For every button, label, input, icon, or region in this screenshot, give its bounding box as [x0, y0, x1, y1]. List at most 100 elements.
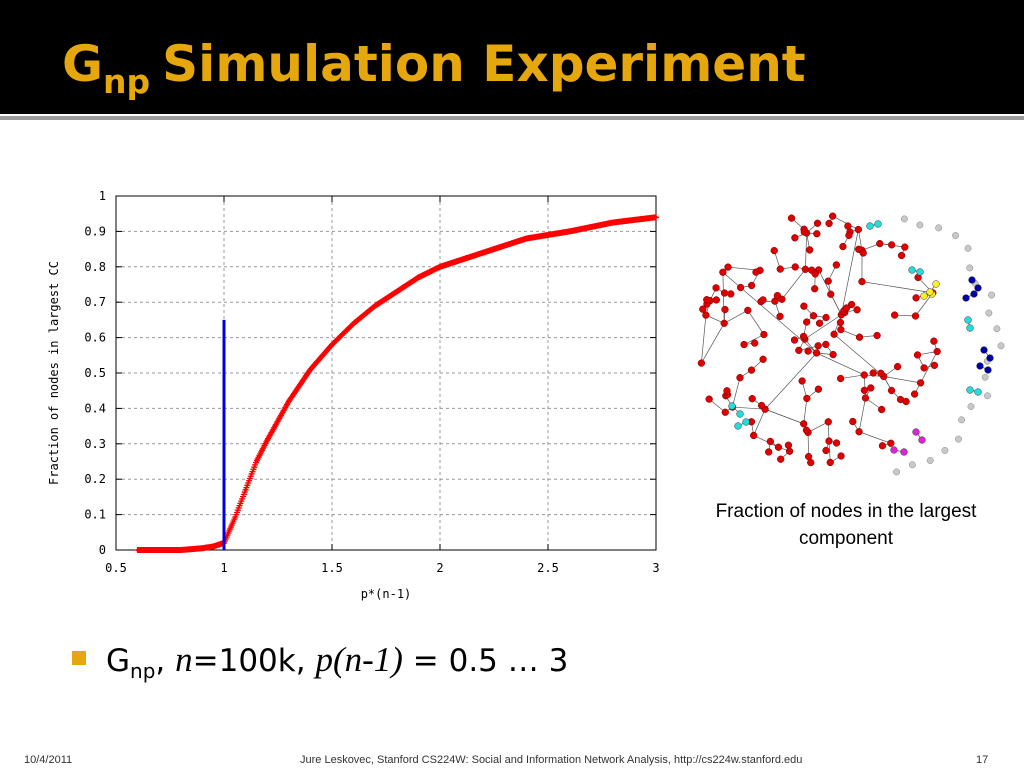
small-component-node	[866, 222, 874, 230]
graph-edge	[753, 435, 779, 448]
graph-edge	[841, 229, 859, 315]
graph-node	[911, 312, 920, 320]
small-component-node	[918, 436, 926, 444]
graph-node	[799, 332, 808, 341]
x-tick-label: 2	[436, 561, 443, 575]
y-tick-label: 0.6	[84, 331, 106, 345]
graph-node	[791, 234, 799, 242]
graph-node	[844, 222, 852, 230]
graph-node	[824, 418, 832, 426]
graph-node	[893, 362, 902, 371]
graph-node	[836, 374, 845, 383]
graph-edge	[830, 294, 842, 315]
data-point	[200, 546, 204, 550]
graph-edge	[920, 351, 938, 384]
small-component-node	[728, 402, 736, 410]
isolated-node	[893, 468, 901, 476]
page-number: 17	[976, 754, 989, 766]
small-component-node	[736, 410, 744, 418]
isolated-node	[908, 461, 916, 469]
y-tick-label: 1	[99, 189, 106, 203]
isolated-node	[993, 325, 1001, 333]
bullet-text: Gnp, n=100k, p(n-1) = 0.5 … 3	[106, 640, 569, 684]
chart-ticks: 0.5 1 1.5 2 2.5 3 0 0.1 0.2 0.3 0.4 0.5 0.6 0.7 0.8 0.9…	[84, 189, 659, 575]
graph-node	[842, 304, 851, 312]
small-component-node	[874, 220, 882, 228]
title-bar	[0, 0, 1024, 114]
graph-edge	[722, 272, 725, 324]
graph-node	[853, 306, 861, 314]
graph-node	[747, 366, 756, 374]
graph-node	[702, 311, 710, 319]
isolated-node	[958, 416, 966, 424]
graph-node	[910, 390, 919, 398]
graph-node	[887, 386, 896, 395]
graph-edge	[753, 409, 766, 436]
graph-node	[933, 347, 941, 356]
graph-node	[839, 242, 847, 251]
footer-citation: Jure Leskovec, Stanford CS224W: Social a…	[300, 754, 803, 766]
graph-node	[829, 350, 837, 359]
graph-node	[721, 305, 729, 314]
graph-edge	[805, 232, 807, 270]
graph-node	[790, 336, 799, 344]
graph-node	[759, 355, 767, 363]
graph-edges	[701, 215, 991, 463]
graph-node	[803, 318, 811, 326]
graph-node	[747, 281, 756, 290]
isolated-node	[988, 291, 995, 299]
small-component-node	[974, 284, 982, 292]
graph-node	[828, 212, 837, 220]
graph-node	[724, 263, 732, 271]
isolated-node	[967, 403, 975, 410]
isolated-node	[926, 457, 934, 464]
graph-node	[873, 331, 881, 340]
graph-node	[861, 394, 870, 402]
isolated-node	[997, 342, 1005, 350]
graph-node	[776, 265, 784, 273]
graph-node	[867, 384, 875, 392]
graph-edge	[803, 398, 808, 424]
bullet-square-icon	[72, 651, 86, 665]
data-point	[438, 265, 442, 269]
isolated-node	[966, 264, 974, 272]
small-component-node	[734, 422, 742, 430]
small-component-node	[916, 268, 924, 276]
graph-node	[920, 364, 928, 372]
chart-grid	[115, 195, 657, 551]
graph-node	[860, 386, 869, 394]
random-graph-illustration	[697, 212, 1005, 476]
isolated-node	[955, 435, 962, 443]
small-component-node	[926, 288, 934, 296]
graph-node	[832, 261, 841, 269]
graph-node	[845, 231, 853, 240]
data-point	[157, 548, 161, 552]
data-point	[524, 236, 528, 240]
data-point	[211, 544, 215, 548]
graph-node	[891, 311, 899, 319]
y-tick-label: 0	[99, 543, 106, 557]
graph-edge	[701, 323, 725, 364]
small-component-node	[912, 428, 920, 436]
graph-edge	[861, 281, 933, 294]
graph-node	[727, 290, 735, 298]
graph-node	[814, 342, 822, 350]
graph-node	[837, 325, 845, 334]
graph-node	[802, 426, 811, 434]
graph-node	[878, 442, 887, 450]
graph-node	[827, 290, 835, 298]
small-component-node	[966, 324, 974, 332]
graph-node	[800, 302, 808, 310]
footer-date: 10/4/2011	[24, 754, 73, 766]
graph-node	[814, 385, 823, 393]
graph-edge	[732, 377, 741, 408]
graph-node	[697, 359, 706, 367]
graph-edge	[858, 397, 866, 432]
graph-edge	[701, 315, 707, 364]
chart-series	[134, 214, 659, 553]
small-component-node	[742, 418, 750, 426]
isolated-node	[985, 309, 993, 317]
graph-node	[766, 437, 775, 446]
graph-node	[723, 387, 731, 395]
graph-edge	[804, 314, 842, 340]
